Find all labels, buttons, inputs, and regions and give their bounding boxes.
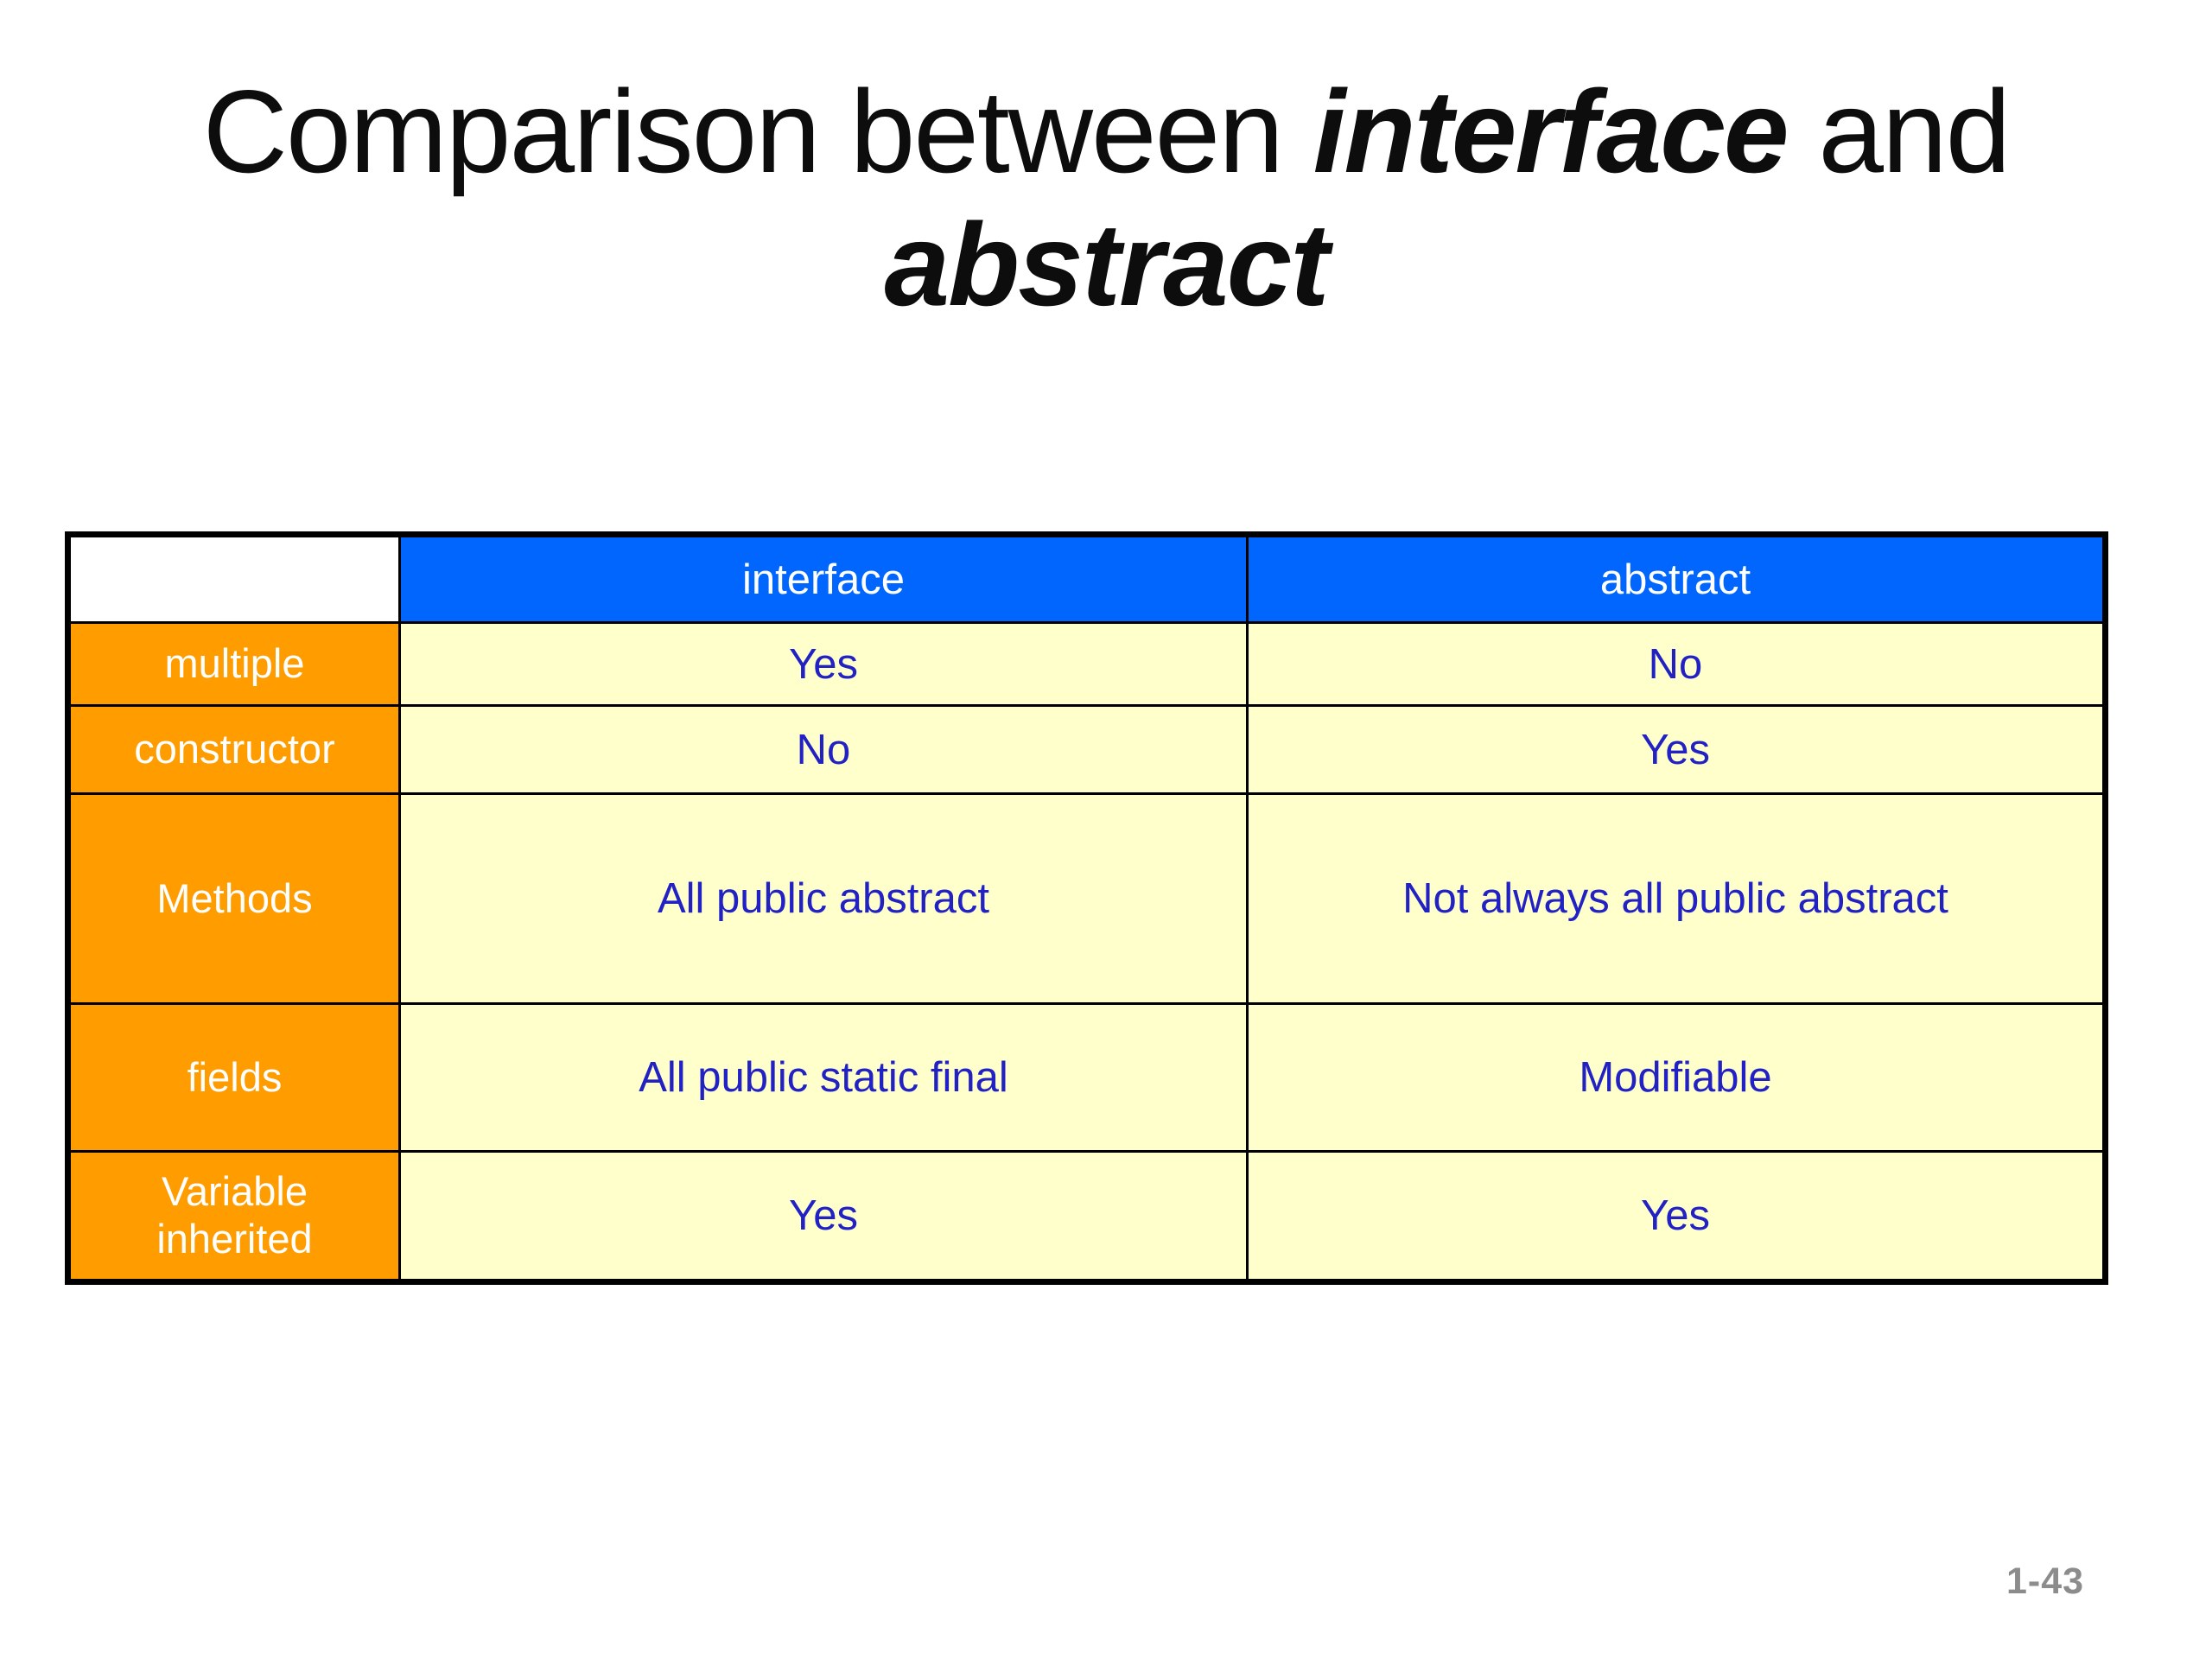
row-header-fields: fields: [67, 1002, 401, 1153]
cell-fields-abstract: Modifiable: [1246, 1002, 2107, 1153]
cell-fields-interface: All public static final: [398, 1002, 1249, 1153]
cell-multiple-abstract: No: [1246, 621, 2107, 707]
cell-multiple-interface: Yes: [398, 621, 1249, 707]
title-text-prefix: Comparison between: [202, 66, 1313, 197]
row-header-variable-inherited: Variable inherited: [67, 1150, 401, 1283]
cell-methods-abstract: Not always all public abstract: [1246, 792, 2107, 1005]
cell-constructor-abstract: Yes: [1246, 704, 2107, 795]
table-row-fields: fields All public static final Modifiabl…: [67, 1002, 2107, 1153]
row-header-constructor: constructor: [67, 704, 401, 795]
page-number: 1-43: [2006, 1560, 2085, 1602]
row-header-methods: Methods: [67, 792, 401, 1005]
table-row-variable-inherited: Variable inherited Yes Yes: [67, 1150, 2107, 1283]
table-row-methods: Methods All public abstract Not always a…: [67, 792, 2107, 1005]
slide-title-line2: abstract: [0, 199, 2212, 332]
corner-cell: [67, 533, 401, 624]
slide-title: Comparison between interface and abstrac…: [0, 66, 2212, 331]
table-row-multiple: multiple Yes No: [67, 621, 2107, 707]
title-text-suffix: and: [1787, 66, 2011, 197]
column-header-abstract: abstract: [1246, 533, 2107, 624]
slide-title-line1: Comparison between interface and: [0, 66, 2212, 199]
cell-variable-inherited-interface: Yes: [398, 1150, 1249, 1283]
title-term-interface: interface: [1313, 66, 1789, 197]
title-term-abstract: abstract: [884, 198, 1329, 330]
table-header-row: interface abstract: [67, 533, 2107, 624]
cell-constructor-interface: No: [398, 704, 1249, 795]
row-header-multiple: multiple: [67, 621, 401, 707]
cell-variable-inherited-abstract: Yes: [1246, 1150, 2107, 1283]
cell-methods-interface: All public abstract: [398, 792, 1249, 1005]
comparison-table: interface abstract multiple Yes No const…: [65, 531, 2108, 1285]
table-row-constructor: constructor No Yes: [67, 704, 2107, 795]
column-header-interface: interface: [398, 533, 1249, 624]
